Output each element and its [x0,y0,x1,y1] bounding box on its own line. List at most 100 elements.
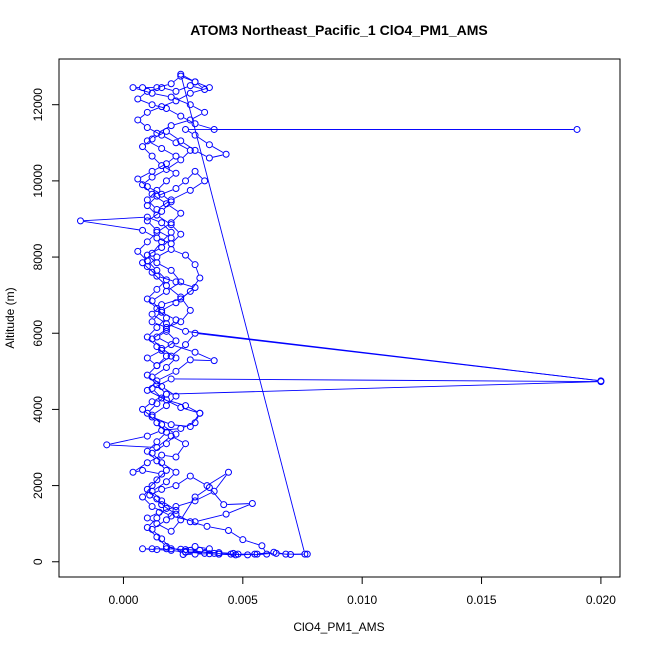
data-point [210,549,218,557]
series-segment [150,107,159,112]
series-segment [187,335,194,343]
series-segment [169,132,179,140]
series-segment [140,114,145,119]
x-tick-label: 0.015 [467,593,497,607]
data-point [229,549,237,557]
data-point [205,550,213,558]
series-segment [159,224,169,231]
data-point [248,499,256,507]
series-segment [173,226,179,233]
data-point [143,137,151,145]
data-point [287,551,295,559]
data-point [172,87,180,95]
data-point [158,535,166,543]
data-point [143,432,151,440]
series-segment [193,88,207,93]
series-segment [159,338,169,344]
series-segment [140,121,145,126]
series-segment [169,547,183,552]
data-point [143,523,151,531]
data-point [186,101,194,109]
data-point [162,325,170,333]
data-point [143,124,151,132]
series-segment [193,359,211,361]
series-segment [139,253,146,259]
data-point [139,545,147,553]
y-tick-label: 4000 [31,396,45,423]
series-segment [183,117,193,123]
series-segment [159,358,165,364]
data-point [153,226,161,234]
data-point [162,105,170,113]
data-point [191,518,199,526]
data-point [162,478,170,486]
data-point [158,346,166,354]
series-segment [165,455,173,458]
data-point [143,354,151,362]
data-point [177,137,185,145]
data-point [158,219,166,227]
data-point [148,152,156,160]
series-segment [197,151,207,157]
series-segment [212,146,224,153]
series-segment [197,492,212,500]
series-segment [149,223,155,229]
data-point [139,181,147,189]
data-point [158,421,166,429]
x-tick-label: 0.020 [586,593,616,607]
series-segment [183,75,193,81]
data-point [186,306,194,314]
series-segment [154,274,165,284]
series-segment [159,434,165,440]
data-point [201,108,209,116]
series-segment [145,411,150,416]
data-point [162,327,170,335]
data-point [139,493,147,501]
series-segment [187,173,193,179]
data-point [186,356,194,364]
series-segment [173,346,184,355]
data-point [182,327,190,335]
x-axis: 0.000 0.005 0.010 0.015 0.020 [108,576,616,607]
data-point [134,116,142,124]
series-segment [150,513,157,517]
data-point [303,550,311,558]
series-segment [154,330,164,338]
series-segment [212,154,223,158]
data-point [220,501,228,509]
series-segment [159,189,173,196]
series-segment [149,256,155,261]
data-point [172,482,180,490]
data-point [182,341,190,349]
data-point [143,202,151,210]
data-point [153,381,161,389]
data-point [153,129,161,137]
data-point [153,362,161,370]
data-point [158,501,166,509]
series-segment [198,514,223,522]
data-point [191,543,199,551]
data-point [148,545,156,553]
data-point [191,261,199,269]
series-segment [181,77,305,551]
data-point [186,82,194,90]
series-segment [164,399,178,407]
data-point [143,447,151,455]
series-segment [110,436,145,445]
data-point [162,287,170,295]
series-segment [169,381,598,395]
data-point [143,183,151,191]
series-segment [192,182,202,189]
data-point [158,145,166,153]
series-segment [154,369,164,376]
series-segment [159,183,165,189]
data-point [186,287,194,295]
series-segment [169,109,178,115]
series-segment [159,231,169,237]
series-segment [154,195,164,203]
series-segment [163,234,170,240]
data-point [103,441,111,449]
data-point [158,470,166,478]
series-segment [188,331,598,381]
